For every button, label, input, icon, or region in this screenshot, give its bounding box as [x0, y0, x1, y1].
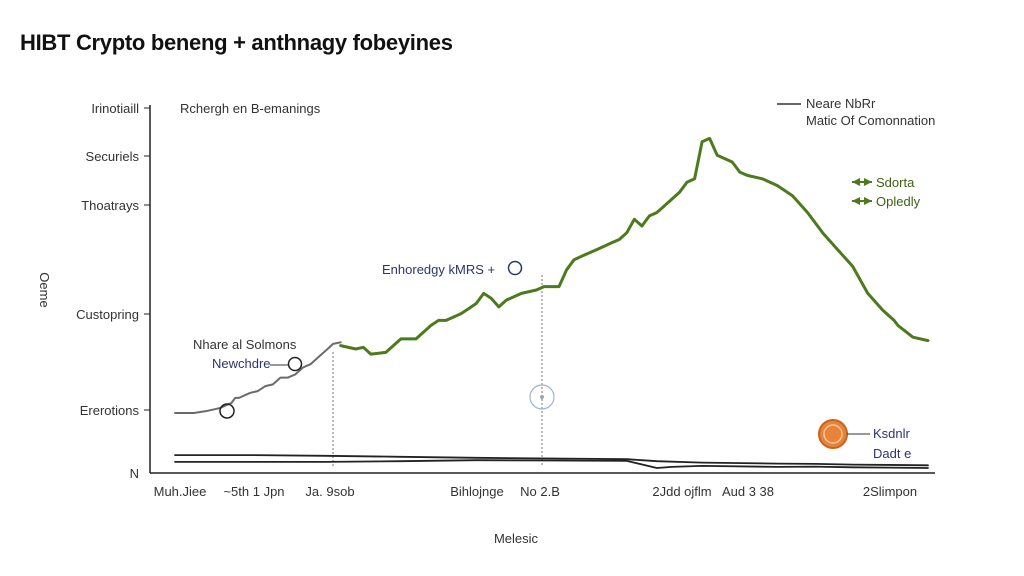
annotation-circle-icon — [507, 260, 523, 276]
x-tick-label: Bihlojnge — [450, 484, 504, 499]
x-tick-label: ~5th 1 Jpn — [223, 484, 284, 499]
y-tick-label: N — [130, 466, 139, 481]
annotation-circle-icon — [287, 356, 303, 372]
series-group — [174, 136, 930, 469]
x-tick-label: Ja. 9sob — [305, 484, 354, 499]
annotation-circle-icon — [219, 403, 235, 419]
annotation-label: Nhare al Solmons — [193, 337, 297, 352]
y-tick-label: Securiels — [86, 149, 140, 164]
y-axis-title: Oeme — [37, 272, 52, 307]
annotation-label: Enhoredgy kMRS + — [382, 262, 495, 277]
series-line-2 — [339, 136, 930, 356]
legend-marker-icon — [852, 197, 860, 205]
y-ticks: Irinotiaill Securiels Thoatrays Custopri… — [76, 101, 150, 481]
series-line-3 — [174, 454, 929, 467]
x-axis-title: Melesic — [494, 531, 539, 546]
legend-marker-icon — [852, 178, 860, 186]
annotation-left: Nhare al Solmons Newchdre — [193, 337, 303, 419]
annotation-peak: Enhoredgy kMRS + — [382, 260, 523, 277]
series-line-1 — [174, 341, 342, 414]
x-tick-label: No 2.B — [520, 484, 560, 499]
chart-title: HIBT Crypto beneng + anthnagy fobeyines — [20, 30, 453, 55]
coin-icon — [818, 419, 848, 449]
x-tick-label: Aud 3 38 — [722, 484, 774, 499]
legend-top: Neare NbRr Matic Of Comonnation — [777, 96, 935, 128]
y-tick-label: Custopring — [76, 307, 139, 322]
legend-series-label: Opledly — [876, 194, 921, 209]
x-tick-label: 2Slimpon — [863, 484, 917, 499]
legend-bottom: Ksdnlr Dadt e — [818, 419, 911, 461]
y-tick-label: Thoatrays — [81, 198, 139, 213]
legend-top-label: Neare NbRr — [806, 96, 876, 111]
chart-subtitle: Rchergh en B-emanings — [180, 101, 321, 116]
x-tick-label: 2Jdd ojflm — [652, 484, 711, 499]
legend-top-label: Matic Of Comonnation — [806, 113, 935, 128]
x-ticks: Muh.Jiee ~5th 1 Jpn Ja. 9sob Bihlojnge N… — [154, 484, 917, 499]
annotation-label: Newchdre — [212, 356, 271, 371]
y-tick-label: Ererotions — [80, 403, 140, 418]
target-marker-icon — [529, 384, 555, 410]
x-tick-label: Muh.Jiee — [154, 484, 207, 499]
legend-bottom-label: Dadt e — [873, 446, 911, 461]
legend-bottom-label: Ksdnlr — [873, 426, 911, 441]
coin-inner-icon — [823, 424, 843, 444]
legend-series-label: Sdorta — [876, 175, 915, 190]
series-line-4 — [174, 459, 929, 469]
legend-marker-icon — [864, 178, 872, 186]
legend-series: Sdorta Opledly — [852, 175, 921, 209]
y-tick-label: Irinotiaill — [91, 101, 139, 116]
legend-marker-icon — [864, 197, 872, 205]
